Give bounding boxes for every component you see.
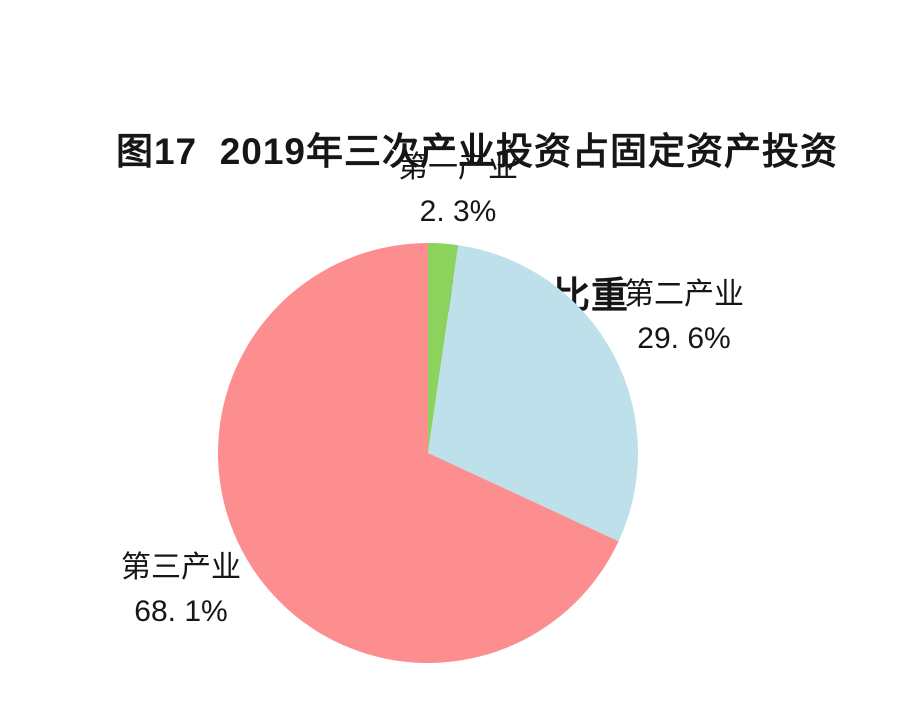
pie-slice-3 [217, 243, 619, 663]
slice-value-text: 2. 3% [419, 195, 497, 228]
figure-title-line1: 图17 2019年三次产业投资占固定资产投资 [115, 131, 839, 172]
slice-value-text: 68. 1% [134, 595, 228, 628]
slice-label-tertiary-industry: 第三产业 68. 1% [121, 546, 241, 634]
slice-label-secondary-industry: 第二产业 29. 6% [624, 273, 744, 361]
slice-value-text: 29. 6% [637, 322, 731, 355]
slice-label-text: 第三产业 [121, 551, 241, 584]
pie-slice-1 [428, 243, 459, 453]
slice-label-text: 第一产业 [398, 151, 518, 184]
pie-slice-2 [428, 245, 638, 542]
slice-label-text: 第二产业 [624, 278, 744, 311]
slice-label-primary-industry: 第一产业 2. 3% [398, 146, 518, 234]
